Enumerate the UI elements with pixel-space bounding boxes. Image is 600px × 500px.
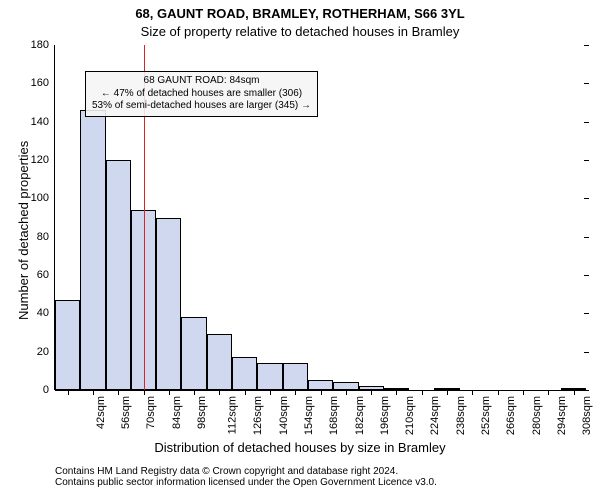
- annotation-line3: 53% of semi-detached houses are larger (…: [92, 100, 311, 113]
- histogram-bar: [55, 300, 80, 390]
- y-tick-label: 120: [31, 154, 55, 166]
- x-tick-label: 182sqm: [354, 396, 366, 435]
- y-tick-label: 180: [31, 39, 55, 51]
- plot-area: 02040608010012014016018042sqm56sqm70sqm8…: [55, 45, 588, 390]
- copyright-line1: Contains HM Land Registry data © Crown c…: [55, 466, 437, 477]
- y-tick-mark: [584, 122, 589, 123]
- x-tick-mark: [270, 390, 271, 395]
- y-tick-mark: [584, 390, 589, 391]
- annotation-line2: ← 47% of detached houses are smaller (30…: [92, 88, 311, 101]
- annotation-line1: 68 GAUNT ROAD: 84sqm: [92, 75, 311, 88]
- x-tick-label: 224sqm: [430, 396, 442, 435]
- x-tick-mark: [548, 390, 549, 395]
- x-tick-mark: [574, 390, 575, 395]
- chart-title-sub: Size of property relative to detached ho…: [0, 24, 600, 39]
- x-tick-mark: [118, 390, 119, 395]
- x-tick-label: 84sqm: [171, 396, 183, 429]
- x-tick-mark: [219, 390, 220, 395]
- x-tick-label: 210sqm: [404, 396, 416, 435]
- y-tick-mark: [584, 237, 589, 238]
- x-tick-mark: [498, 390, 499, 395]
- x-tick-mark: [93, 390, 94, 395]
- y-tick-label: 40: [37, 307, 55, 319]
- x-tick-mark: [144, 390, 145, 395]
- y-tick-label: 0: [43, 384, 55, 396]
- y-tick-label: 160: [31, 77, 55, 89]
- x-axis-label: Distribution of detached houses by size …: [0, 440, 600, 455]
- x-tick-label: 42sqm: [95, 396, 107, 429]
- histogram-bar: [333, 382, 358, 390]
- x-tick-label: 98sqm: [196, 396, 208, 429]
- y-tick-mark: [584, 160, 589, 161]
- copyright-line2: Contains public sector information licen…: [55, 477, 437, 488]
- x-tick-label: 168sqm: [328, 396, 340, 435]
- y-tick-mark: [584, 275, 589, 276]
- x-tick-mark: [422, 390, 423, 395]
- y-tick-label: 100: [31, 192, 55, 204]
- x-tick-label: 126sqm: [253, 396, 265, 435]
- histogram-bar: [283, 363, 308, 390]
- x-tick-label: 112sqm: [226, 396, 238, 434]
- x-tick-mark: [68, 390, 69, 395]
- annotation-box: 68 GAUNT ROAD: 84sqm ← 47% of detached h…: [85, 71, 318, 117]
- x-tick-label: 294sqm: [556, 396, 568, 435]
- x-tick-label: 252sqm: [480, 396, 492, 435]
- x-tick-label: 196sqm: [379, 396, 391, 435]
- y-tick-mark: [584, 45, 589, 46]
- histogram-bar: [207, 334, 232, 390]
- histogram-bar: [181, 317, 206, 390]
- histogram-bar: [106, 160, 131, 390]
- y-tick-mark: [584, 83, 589, 84]
- x-tick-label: 154sqm: [303, 396, 315, 435]
- x-tick-mark: [295, 390, 296, 395]
- x-tick-label: 308sqm: [581, 396, 593, 435]
- x-tick-label: 266sqm: [506, 396, 518, 435]
- y-tick-mark: [584, 198, 589, 199]
- x-tick-label: 238sqm: [455, 396, 467, 435]
- x-tick-mark: [371, 390, 372, 395]
- x-tick-label: 70sqm: [145, 396, 157, 429]
- y-tick-label: 80: [37, 231, 55, 243]
- y-axis-label: Number of detached properties: [16, 141, 31, 320]
- x-tick-mark: [447, 390, 448, 395]
- y-tick-mark: [584, 352, 589, 353]
- x-tick-mark: [346, 390, 347, 395]
- histogram-bar: [80, 110, 105, 390]
- x-tick-label: 56sqm: [120, 396, 132, 429]
- histogram-bar: [232, 357, 257, 390]
- x-tick-label: 140sqm: [278, 396, 290, 435]
- x-tick-label: 280sqm: [531, 396, 543, 435]
- histogram-bar: [308, 380, 333, 390]
- x-tick-mark: [321, 390, 322, 395]
- x-tick-mark: [194, 390, 195, 395]
- y-tick-label: 20: [37, 346, 55, 358]
- x-tick-mark: [396, 390, 397, 395]
- x-tick-mark: [245, 390, 246, 395]
- histogram-bar: [257, 363, 282, 390]
- x-tick-mark: [169, 390, 170, 395]
- y-tick-label: 140: [31, 116, 55, 128]
- y-tick-label: 60: [37, 269, 55, 281]
- x-tick-mark: [523, 390, 524, 395]
- y-tick-mark: [584, 313, 589, 314]
- chart-title-main: 68, GAUNT ROAD, BRAMLEY, ROTHERHAM, S66 …: [0, 6, 600, 21]
- copyright-notice: Contains HM Land Registry data © Crown c…: [55, 466, 437, 488]
- histogram-bar: [156, 218, 181, 391]
- x-tick-mark: [472, 390, 473, 395]
